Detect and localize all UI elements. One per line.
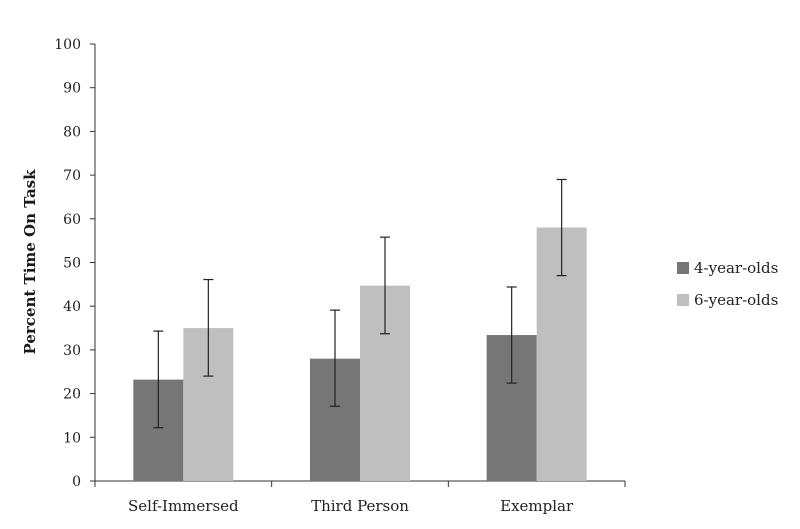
y-tick-label: 10 (63, 430, 81, 446)
axis-labels: 0 10 20 30 40 50 60 70 80 90 100 Self-Immersed Third… (54, 37, 574, 515)
y-axis-title: Percent Time On Task (21, 169, 39, 355)
y-tick-label: 20 (63, 387, 81, 403)
x-category-label: Self-Immersed (128, 497, 239, 515)
y-tick-label: 100 (54, 37, 81, 53)
x-category-label: Third Person (311, 497, 409, 515)
legend-swatch (677, 262, 689, 274)
error-bars (153, 178, 567, 429)
y-tick-label: 40 (63, 299, 81, 315)
y-tick-label: 80 (63, 124, 81, 140)
bars (133, 227, 587, 481)
legend-swatch (677, 294, 689, 306)
x-category-label: Exemplar (500, 497, 574, 515)
y-tick-label: 50 (63, 256, 81, 272)
legend-label: 6-year-olds (694, 291, 778, 309)
legend: 4-year-olds 6-year-olds (677, 259, 778, 309)
y-tick-label: 90 (63, 81, 81, 97)
legend-label: 4-year-olds (694, 259, 778, 277)
y-tick-label: 60 (63, 212, 81, 228)
y-tick-label: 0 (72, 474, 81, 490)
y-tick-label: 70 (63, 168, 81, 184)
y-tick-label: 30 (63, 343, 81, 359)
